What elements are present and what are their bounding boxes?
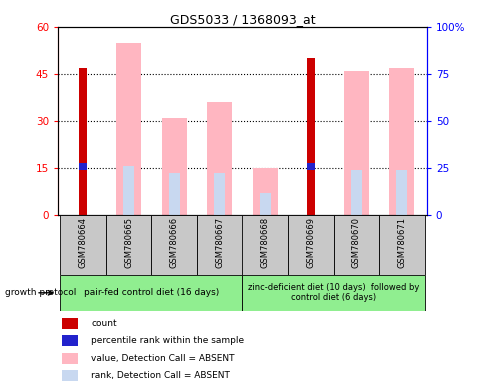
Text: GSM780670: GSM780670	[351, 217, 360, 268]
Text: value, Detection Call = ABSENT: value, Detection Call = ABSENT	[91, 354, 234, 362]
Bar	[79, 163, 87, 170]
Bar	[306, 58, 314, 215]
Bar	[252, 168, 277, 215]
Bar	[62, 318, 78, 329]
Bar	[62, 353, 78, 364]
Bar	[213, 173, 225, 215]
Bar	[333, 215, 378, 275]
Bar	[123, 166, 134, 215]
Bar	[287, 215, 333, 275]
Bar	[60, 275, 242, 311]
Text: count: count	[91, 319, 117, 328]
Bar	[207, 102, 232, 215]
Bar	[389, 68, 413, 215]
Text: GSM780664: GSM780664	[78, 217, 88, 268]
Text: GSM780667: GSM780667	[215, 217, 224, 268]
Bar	[62, 335, 78, 346]
Text: GSM780668: GSM780668	[260, 217, 269, 268]
Bar	[343, 71, 368, 215]
Title: GDS5033 / 1368093_at: GDS5033 / 1368093_at	[169, 13, 315, 26]
Bar	[168, 173, 180, 215]
Bar	[79, 68, 87, 215]
Bar	[116, 43, 141, 215]
Bar	[306, 163, 314, 170]
Text: GSM780669: GSM780669	[305, 217, 315, 268]
Bar	[60, 215, 106, 275]
Text: growth protocol: growth protocol	[5, 288, 76, 297]
Bar	[106, 215, 151, 275]
Bar	[395, 170, 407, 215]
Bar	[197, 215, 242, 275]
Bar	[242, 275, 424, 311]
Text: percentile rank within the sample: percentile rank within the sample	[91, 336, 244, 345]
Text: zinc-deficient diet (10 days)  followed by
control diet (6 days): zinc-deficient diet (10 days) followed b…	[247, 283, 418, 303]
Text: GSM780665: GSM780665	[124, 217, 133, 268]
Bar	[242, 215, 287, 275]
Text: rank, Detection Call = ABSENT: rank, Detection Call = ABSENT	[91, 371, 230, 380]
Text: GSM780666: GSM780666	[169, 217, 179, 268]
Bar	[350, 170, 361, 215]
Text: GSM780671: GSM780671	[396, 217, 406, 268]
Bar	[62, 370, 78, 381]
Bar	[161, 118, 186, 215]
Bar	[259, 193, 271, 215]
Bar	[151, 215, 197, 275]
Bar	[378, 215, 424, 275]
Text: pair-fed control diet (16 days): pair-fed control diet (16 days)	[84, 288, 219, 297]
